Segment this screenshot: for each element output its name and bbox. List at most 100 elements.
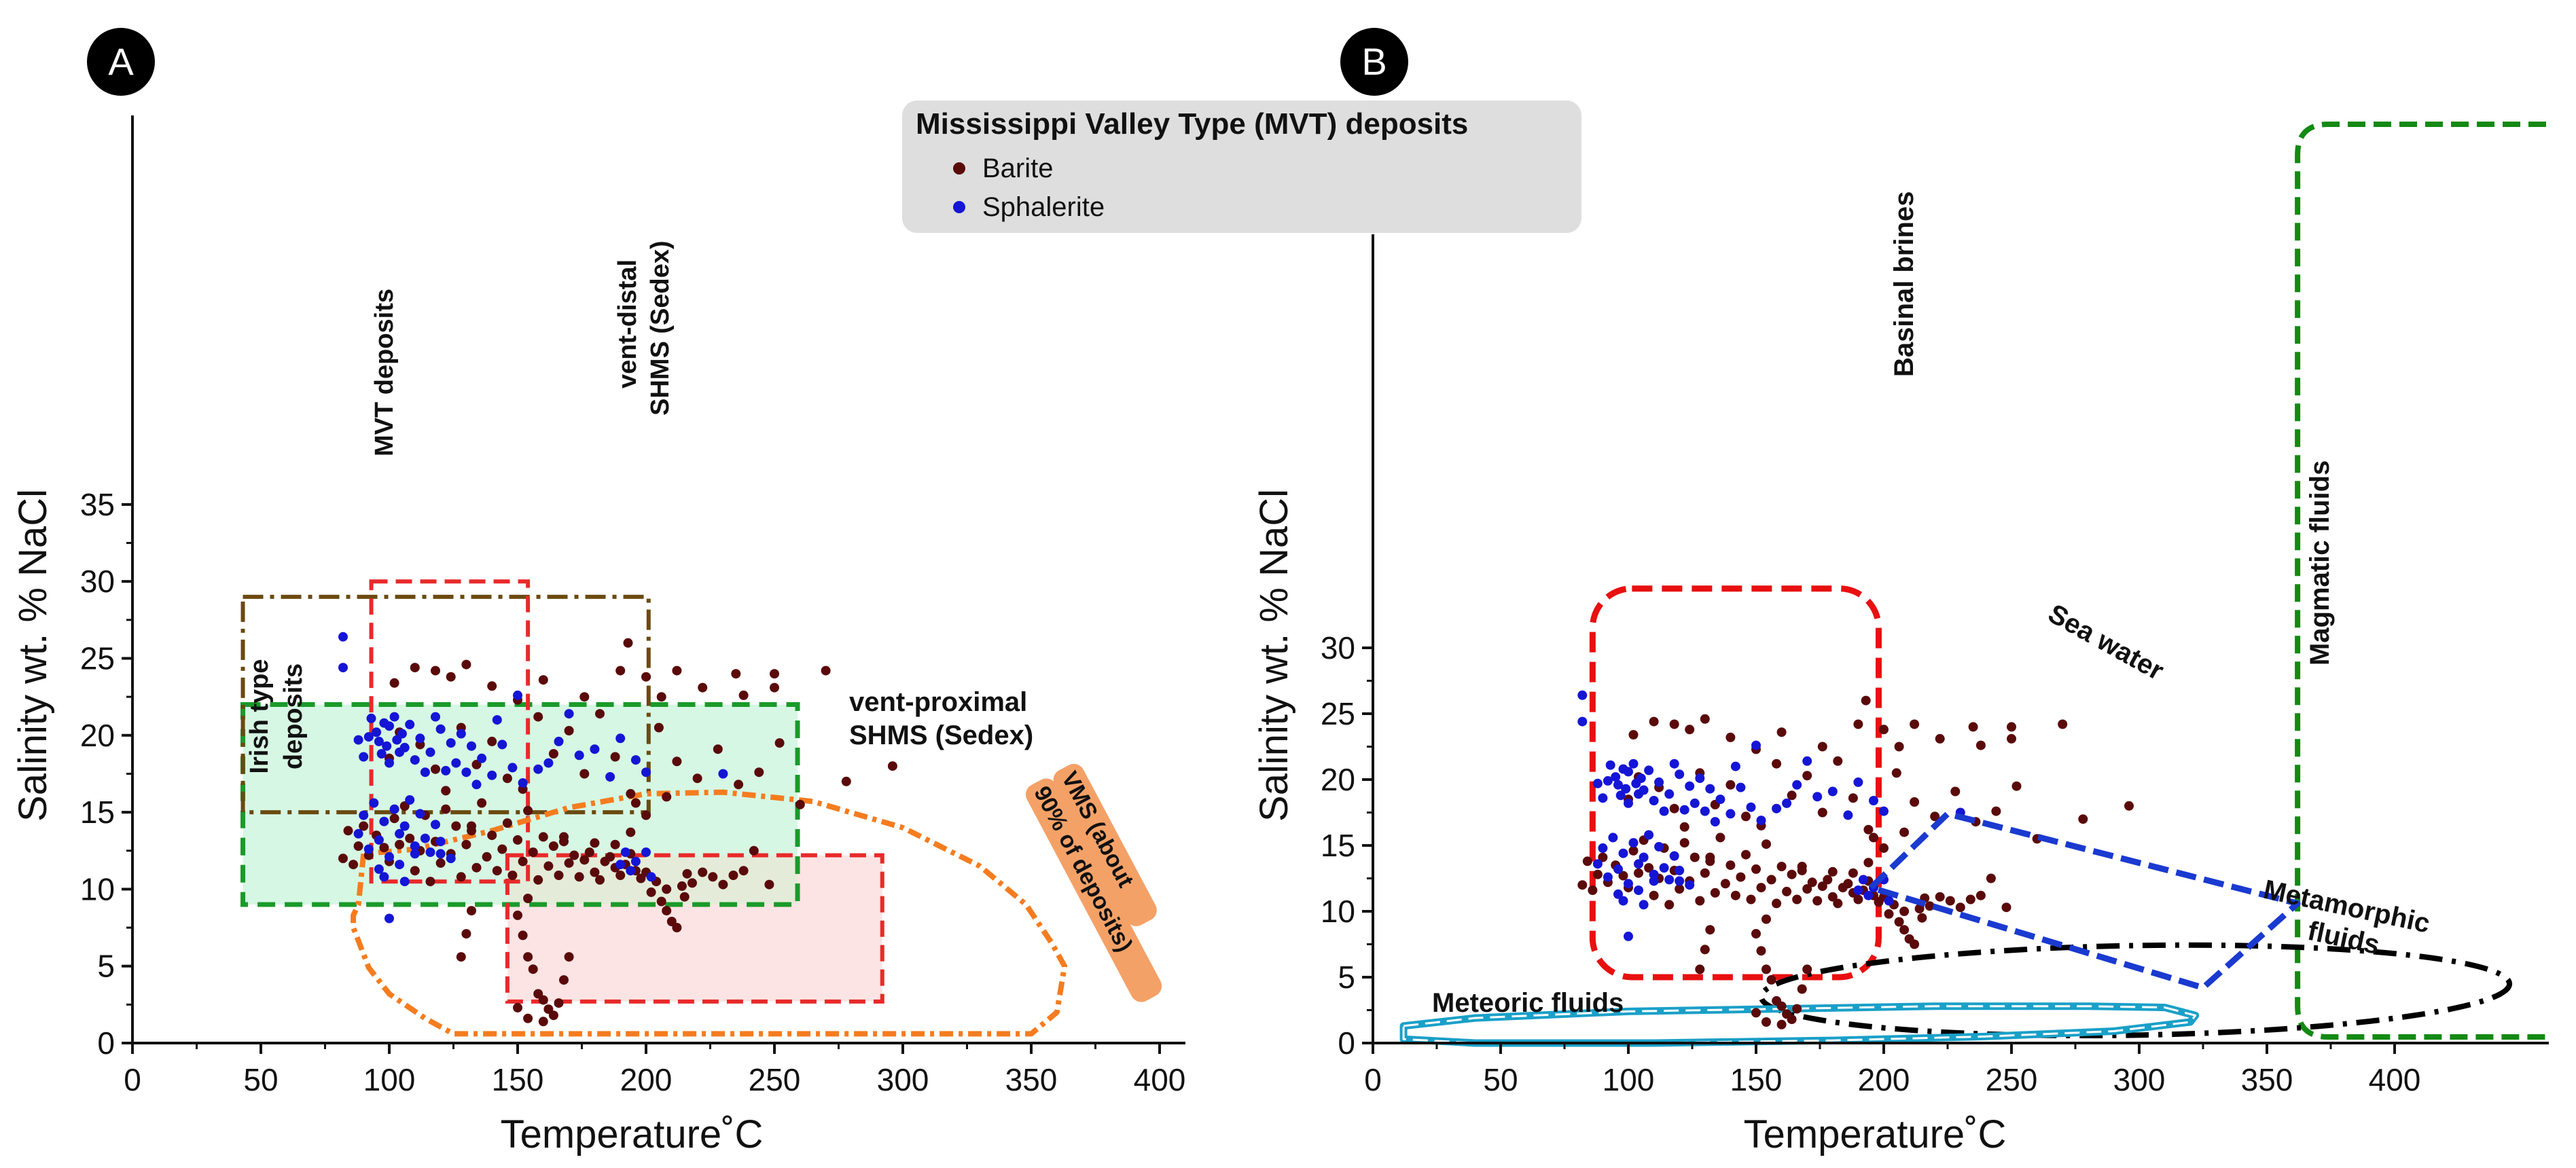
- panel-b-y-tick-label-5: 5: [1338, 960, 1355, 995]
- panel-b-barite-point-85: [1741, 811, 1751, 822]
- panel-b-barite-point-36: [1766, 875, 1776, 885]
- panel-a-barite-point-0: [338, 854, 348, 864]
- panel-b-barite-point-149: [1869, 833, 1878, 843]
- panel-a-barite-point-28: [487, 831, 497, 841]
- panel-a-barite-point-34: [518, 856, 528, 866]
- panel-b-barite-point-33: [1751, 864, 1761, 874]
- panel-a-sphalerite-point-37: [513, 690, 522, 700]
- panel-a-sphalerite-point-22: [425, 747, 435, 757]
- panel-b-sphalerite-point-23: [1669, 759, 1679, 769]
- panel-a-barite-point-97: [713, 744, 723, 754]
- panel-a-barite-point-2: [348, 860, 359, 870]
- panel-b-sphalerite-point-36: [1746, 802, 1756, 812]
- panel-b-barite-point-147: [1797, 862, 1807, 871]
- panel-a-badge-label: A: [108, 40, 134, 83]
- panel-b-barite-point-40: [1787, 869, 1797, 879]
- panel-a-barite-point-74: [764, 879, 774, 890]
- panel-b-barite-point-38: [1776, 862, 1787, 871]
- panel-b-barite-point-119: [1975, 740, 1986, 750]
- panel-a-sphalerite-point-61: [415, 809, 425, 819]
- panel-b-sphalerite-point-17: [1639, 785, 1649, 795]
- panel-a-barite-point-140: [461, 929, 471, 939]
- panel-a-barite-point-40: [548, 841, 558, 851]
- panel-a-sphalerite-point-33: [487, 770, 497, 780]
- panel-a-sphalerite-point-49: [353, 828, 363, 839]
- panel-a-sphalerite-point-35: [497, 740, 507, 750]
- panel-a-barite-point-47: [584, 847, 594, 857]
- panel-b-barite-point-39: [1782, 886, 1792, 896]
- magmatic-label: Magmatic fluids: [2305, 460, 2335, 665]
- panel-b-barite-point-76: [1899, 907, 1910, 916]
- panel-b-sphalerite-point-46: [1853, 777, 1863, 787]
- metamorphic-region-outline: [1758, 942, 2513, 1039]
- panel-a-barite-point-107: [431, 665, 440, 676]
- panel-a-sphalerite-point-42: [564, 709, 574, 719]
- panel-a-sphalerite-point-41: [554, 736, 564, 746]
- panel-b-sphalerite-point-55: [1624, 879, 1633, 889]
- panel-b-sphalerite-point-65: [1675, 865, 1685, 875]
- irish-label-line2: deposits: [279, 663, 308, 769]
- panel-a-barite-point-7: [379, 843, 389, 853]
- basinal-label: Basinal brines: [1889, 191, 1919, 377]
- panel-b-sphalerite-point-11: [1624, 767, 1633, 777]
- panel-a-barite-point-105: [389, 678, 399, 688]
- panel-b-y-tick-label-15: 15: [1321, 828, 1355, 863]
- panel-b-barite-point-43: [1802, 884, 1812, 894]
- panel-b-barite-point-4: [1598, 852, 1608, 862]
- panel-b-barite-point-71: [1965, 894, 1975, 905]
- panel-a-barite-point-61: [656, 896, 666, 907]
- panel-a-x-tick-label-200: 200: [620, 1062, 673, 1097]
- legend-barite-marker: [953, 162, 965, 175]
- panel-b-sphalerite-point-13: [1628, 759, 1639, 769]
- panel-b-barite-point-9: [1628, 845, 1639, 856]
- panel-b-barite-point-84: [1725, 780, 1736, 790]
- panel-a-sphalerite-point-26: [446, 738, 456, 748]
- panel-b-barite-point-115: [1879, 725, 1889, 735]
- panel-b-barite-point-0: [1577, 880, 1588, 890]
- panel-a-barite-point-134: [523, 1013, 533, 1023]
- panel-a-sphalerite-point-45: [605, 772, 615, 782]
- panel-b-x-tick-label-100: 100: [1603, 1062, 1655, 1097]
- panel-b-sphalerite-point-0: [1577, 690, 1588, 700]
- panel-b-sphalerite-point-21: [1659, 806, 1669, 816]
- panel-a-sphalerite-point-66: [374, 864, 384, 874]
- mvt-region-outline: [369, 579, 531, 884]
- panel-a-sphalerite-point-17: [399, 742, 410, 752]
- panel-a-barite-point-126: [518, 930, 528, 941]
- panel-b-barite-point-32: [1746, 894, 1756, 905]
- panel-b-barite-point-144: [1848, 868, 1858, 878]
- panel-a-barite-point-39: [543, 861, 554, 871]
- panel-a-barite-point-117: [672, 665, 682, 676]
- panel-b-barite-point-65: [1914, 904, 1925, 914]
- panel-b-barite-point-2: [1588, 886, 1598, 895]
- panel-b-barite-point-109: [1700, 714, 1710, 724]
- panel-b-barite-point-68: [1935, 892, 1945, 902]
- panel-a-barite-point-36: [528, 847, 538, 857]
- panel-a-barite-point-128: [528, 964, 538, 974]
- panel-a-sphalerite-point-31: [471, 780, 482, 790]
- panel-a-sphalerite-point-46: [615, 733, 626, 744]
- panel-a-barite-point-72: [738, 866, 749, 876]
- panel-a-barite-point-48: [590, 867, 600, 877]
- panel-b-barite-point-47: [1823, 875, 1833, 885]
- panel-b-sphalerite-point-63: [1664, 875, 1675, 885]
- panel-b-barite-point-95: [1910, 797, 1920, 807]
- panel-b-sphalerite-point-48: [1879, 806, 1889, 816]
- panel-b-barite-point-132: [1787, 1015, 1797, 1025]
- panel-b-barite-point-130: [1776, 1001, 1787, 1011]
- panel-a-barite-point-139: [456, 952, 466, 962]
- panel-b-barite-point-105: [1628, 730, 1639, 740]
- panel-b-barite-point-142: [1761, 914, 1771, 924]
- panel-a-barite-point-85: [502, 773, 512, 784]
- panel-a-sphalerite-point-75: [626, 866, 636, 876]
- panel-a-sphalerite-point-38: [518, 778, 528, 788]
- panel-b-barite-point-107: [1669, 719, 1679, 729]
- panel-a-barite-point-18: [435, 858, 446, 868]
- panel-a-barite-point-25: [471, 862, 482, 873]
- panel-a-sphalerite-point-51: [363, 844, 374, 854]
- panel-a-y-tick-label-5: 5: [97, 949, 115, 984]
- panel-b-barite-point-44: [1807, 877, 1817, 888]
- panel-b-sphalerite-point-40: [1782, 798, 1792, 808]
- panel-a-barite-point-137: [559, 975, 569, 985]
- panel-b-barite-point-123: [1968, 722, 1978, 732]
